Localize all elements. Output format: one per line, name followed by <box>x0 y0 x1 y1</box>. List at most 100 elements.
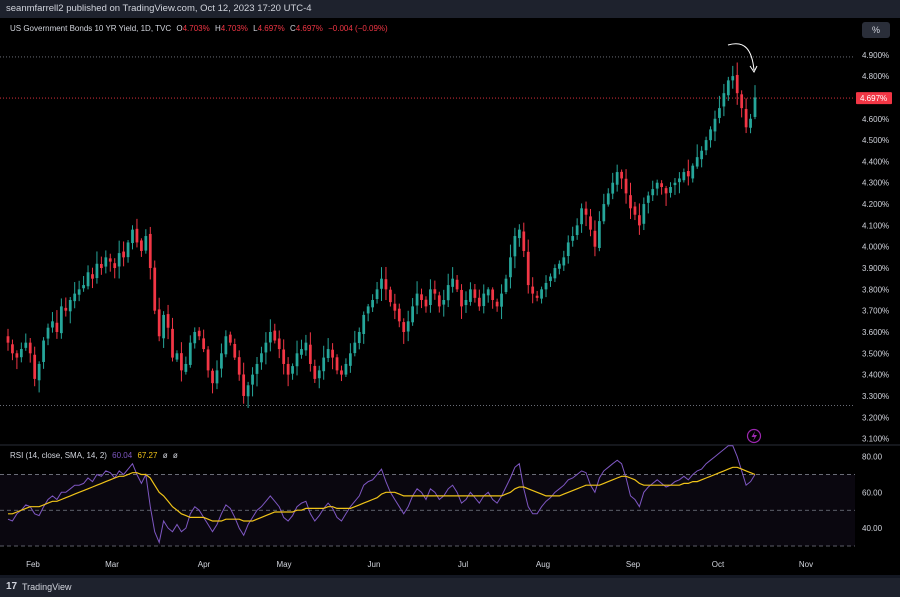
candle-body <box>188 342 192 365</box>
price-axis-label: 4.100% <box>862 221 889 230</box>
candle-body <box>753 97 757 117</box>
price-axis-label: 3.700% <box>862 307 889 316</box>
candle-body <box>157 309 161 337</box>
candle-body <box>455 279 459 290</box>
open-value: 4.703% <box>182 24 210 33</box>
candle-body <box>175 353 179 360</box>
candle-body <box>713 118 717 132</box>
price-axis-label: 3.200% <box>862 413 889 422</box>
candle-body <box>322 357 326 372</box>
candle-body <box>59 306 63 334</box>
candle-body <box>606 193 610 205</box>
candle-body <box>251 374 254 385</box>
candle-body <box>682 172 686 181</box>
price-axis-label: 4.800% <box>862 72 889 81</box>
candle-body <box>442 300 446 305</box>
candle-body <box>695 157 699 167</box>
candle-body <box>15 353 19 358</box>
candle-body <box>375 289 379 300</box>
price-axis-label: 3.300% <box>862 392 889 401</box>
lightning-icon[interactable] <box>746 428 762 444</box>
candle-body <box>104 257 108 267</box>
candle-body <box>233 343 237 358</box>
candle-body <box>371 300 374 308</box>
rsi-sma-value: 67.27 <box>137 451 158 460</box>
low-label: L <box>253 24 258 33</box>
candle-body <box>673 182 677 186</box>
candle-body <box>633 206 637 215</box>
price-axis-label: 4.200% <box>862 200 889 209</box>
candle-body <box>313 365 317 379</box>
candle-body <box>691 165 695 179</box>
candle-body <box>593 230 597 247</box>
candle-body <box>211 370 214 384</box>
price-axis-label: 3.100% <box>862 435 889 444</box>
candle-body <box>646 195 650 203</box>
candle-body <box>264 342 268 353</box>
candle-body <box>744 108 748 128</box>
candle-body <box>420 294 423 301</box>
candle-body <box>517 229 521 239</box>
candle-body <box>513 236 517 257</box>
candle-body <box>433 289 437 294</box>
rsi-title: RSI (14, close, SMA, 14, 2) <box>10 451 107 460</box>
candle-body <box>735 74 739 94</box>
candle-body <box>95 263 99 279</box>
symbol-legend: US Government Bonds 10 YR Yield, 1D, TVC… <box>10 24 388 33</box>
price-axis-label: 4.900% <box>862 51 889 60</box>
candle-body <box>429 289 432 306</box>
candle-body <box>340 370 343 375</box>
last-price-badge <box>856 92 892 105</box>
rsi-sma-line <box>8 466 756 522</box>
candle-body <box>446 285 450 301</box>
candle-body <box>28 342 32 354</box>
candle-body <box>260 353 263 363</box>
candle-body <box>424 299 428 307</box>
candle-body <box>397 308 401 322</box>
candle-body <box>220 353 223 369</box>
candle-body <box>611 182 615 194</box>
candle-body <box>669 186 672 193</box>
candle-body <box>562 257 566 266</box>
candle-body <box>122 251 125 258</box>
chart-canvas[interactable]: 4.900%4.800%4.700%4.600%4.500%4.400%4.30… <box>0 18 900 575</box>
candle-body <box>202 338 206 350</box>
candle-body <box>491 289 495 301</box>
candles-layer <box>6 62 757 409</box>
candle-body <box>638 215 641 226</box>
candle-body <box>180 353 183 371</box>
candle-body <box>282 349 286 364</box>
price-axis-label: 4.000% <box>862 243 889 252</box>
price-axis-label: 4.500% <box>862 136 889 145</box>
candle-body <box>51 321 54 328</box>
candle-body <box>82 285 85 289</box>
candle-body <box>624 178 628 194</box>
time-axis-label: Mar <box>105 560 119 569</box>
candle-body <box>451 278 455 287</box>
close-label: C <box>289 24 296 33</box>
candle-body <box>19 349 23 358</box>
candle-body <box>464 300 468 306</box>
candle-body <box>704 140 708 151</box>
candle-body <box>749 118 752 128</box>
rsi-null-1: ø <box>162 451 168 460</box>
candle-body <box>140 240 143 251</box>
candle-body <box>589 216 592 230</box>
time-axis[interactable]: Feb Mar Apr May Jun Jul Aug Sep Oct Nov <box>26 560 813 569</box>
candle-body <box>700 150 704 160</box>
candle-body <box>242 374 246 396</box>
tradingview-logo-text: TradingView <box>22 582 72 592</box>
candle-body <box>380 278 383 289</box>
price-axis[interactable]: 4.900%4.800%4.700%4.600%4.500%4.400%4.30… <box>856 51 892 533</box>
candle-body <box>580 208 583 225</box>
candle-body <box>629 195 632 209</box>
footer-bar: 17 TradingView <box>0 578 900 597</box>
percent-scale-button[interactable]: % <box>862 22 890 38</box>
candle-body <box>148 233 152 269</box>
price-axis-label: 3.800% <box>862 285 889 294</box>
candle-body <box>317 370 321 379</box>
candle-body <box>228 334 232 343</box>
time-axis-label: May <box>276 560 291 569</box>
candle-body <box>273 330 277 341</box>
candle-body <box>11 344 14 354</box>
